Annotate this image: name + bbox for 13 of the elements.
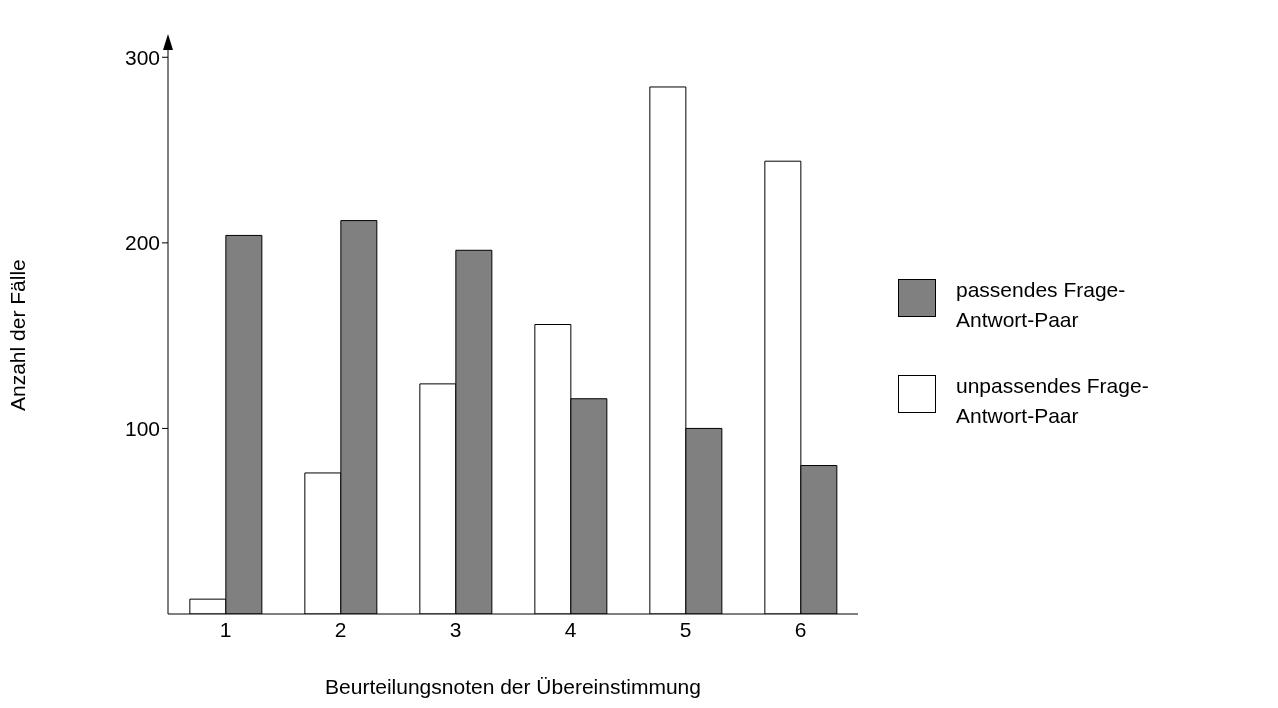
x-tick-label: 6 bbox=[794, 617, 807, 641]
y-axis-title: Anzahl der Fälle bbox=[6, 259, 30, 411]
y-tick-label: 100 bbox=[124, 416, 160, 440]
x-tick-label: 2 bbox=[334, 617, 347, 641]
x-tick-label: 5 bbox=[679, 617, 692, 641]
legend-label: passendes Frage-Antwort-Paar bbox=[956, 277, 1127, 333]
y-tick-label: 200 bbox=[124, 231, 160, 255]
legend-label: unpassendes Frage-Antwort-Paar bbox=[956, 373, 1150, 429]
x-tick-label: 1 bbox=[219, 617, 232, 641]
y-tick-label: 300 bbox=[124, 45, 160, 69]
x-tick-label: 3 bbox=[449, 617, 462, 641]
x-tick-label: 4 bbox=[564, 617, 577, 641]
x-axis-title: Beurteilungsnoten der Übereinstimmung bbox=[325, 675, 701, 698]
